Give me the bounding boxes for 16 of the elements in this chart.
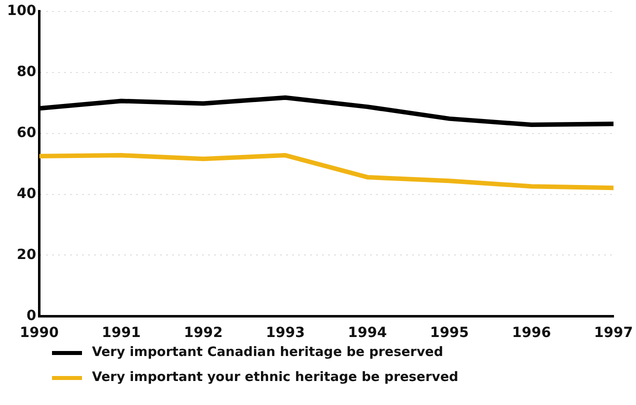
- y-tick-label: 100: [6, 3, 36, 20]
- x-tick-label: 1994: [348, 325, 388, 342]
- x-tick-label: 1996: [512, 325, 551, 342]
- y-tick-label: 80: [16, 64, 36, 80]
- x-tick-label: 1990: [20, 325, 59, 342]
- y-tick-label: 20: [16, 246, 36, 263]
- y-tick-label: 60: [16, 124, 36, 141]
- x-tick-label: 1993: [266, 325, 305, 342]
- x-tick-label: 1997: [594, 325, 633, 342]
- x-tick-label: 1992: [184, 325, 223, 342]
- legend-label: Very important Canadian heritage be preserved: [92, 345, 444, 360]
- x-tick-label: 1995: [430, 325, 469, 342]
- legend-label: Very important your ethnic heritage be preserved: [92, 370, 458, 385]
- x-tick-label: 1991: [102, 325, 141, 342]
- y-tick-label: 0: [26, 308, 36, 324]
- y-tick-label: 40: [16, 186, 36, 202]
